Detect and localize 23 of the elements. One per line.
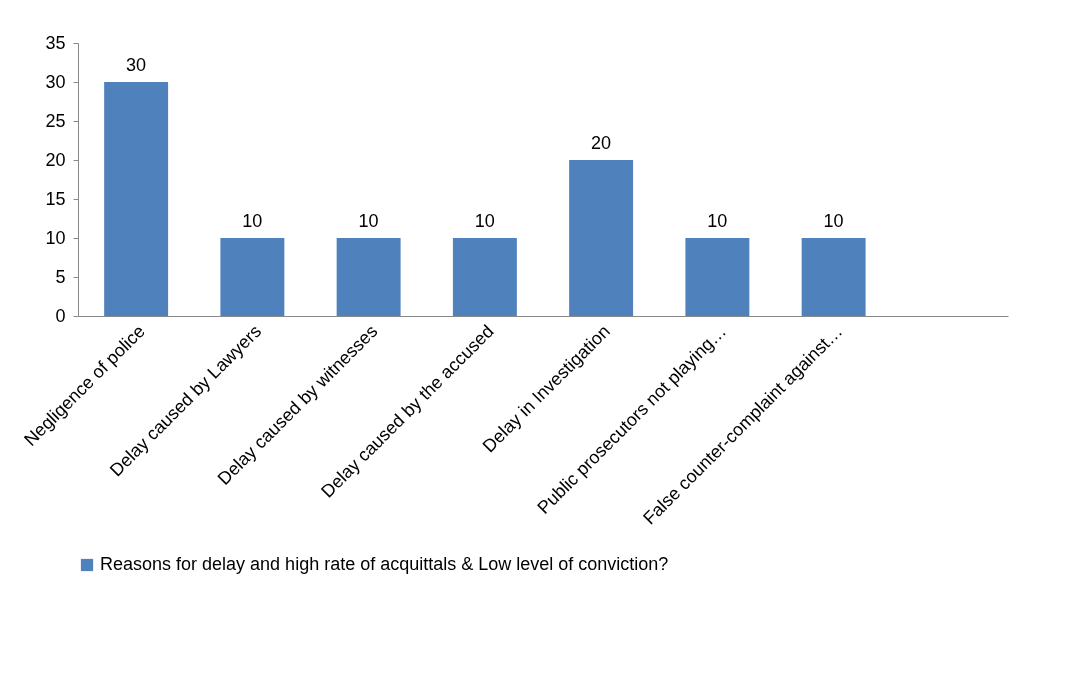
y-tick-label: 35 (45, 32, 66, 53)
data-label: 30 (126, 55, 147, 75)
y-tick-label: 30 (45, 71, 66, 92)
data-label: 20 (591, 133, 612, 153)
y-tick-label: 25 (45, 110, 66, 131)
bar (104, 82, 169, 316)
legend-label: Reasons for delay and high rate of acquittals & Low level of conviction? (100, 554, 669, 574)
y-tick-label: 20 (45, 149, 66, 170)
data-label: 10 (358, 211, 379, 231)
y-tick-label: 5 (55, 266, 66, 287)
bar (452, 238, 517, 316)
data-label: 10 (242, 211, 263, 231)
y-tick-label: 0 (55, 305, 66, 326)
bar (801, 238, 866, 316)
bar (336, 238, 401, 316)
bar (569, 160, 634, 316)
data-label: 10 (474, 211, 495, 231)
bar (685, 238, 750, 316)
bar (220, 238, 285, 316)
y-tick-label: 15 (45, 188, 66, 209)
data-label: 10 (823, 211, 844, 231)
data-label: 10 (707, 211, 728, 231)
y-tick-label: 10 (45, 227, 66, 248)
